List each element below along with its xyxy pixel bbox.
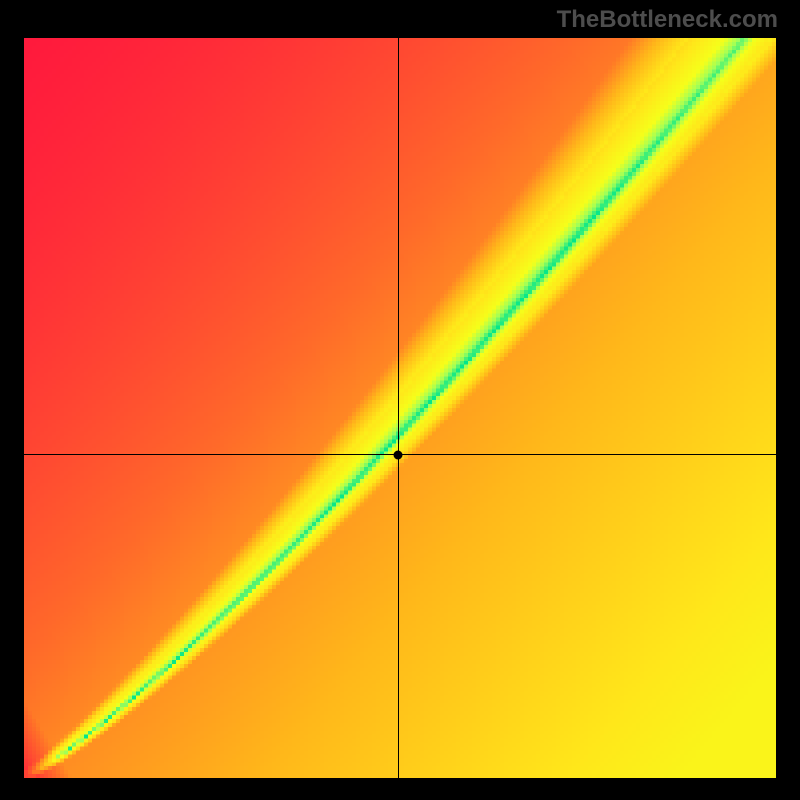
- bottleneck-heatmap: [24, 38, 776, 778]
- watermark-text: TheBottleneck.com: [557, 6, 778, 34]
- crosshair-vertical: [398, 38, 399, 778]
- crosshair-marker-dot: [394, 450, 403, 459]
- chart-container: TheBottleneck.com: [0, 0, 800, 800]
